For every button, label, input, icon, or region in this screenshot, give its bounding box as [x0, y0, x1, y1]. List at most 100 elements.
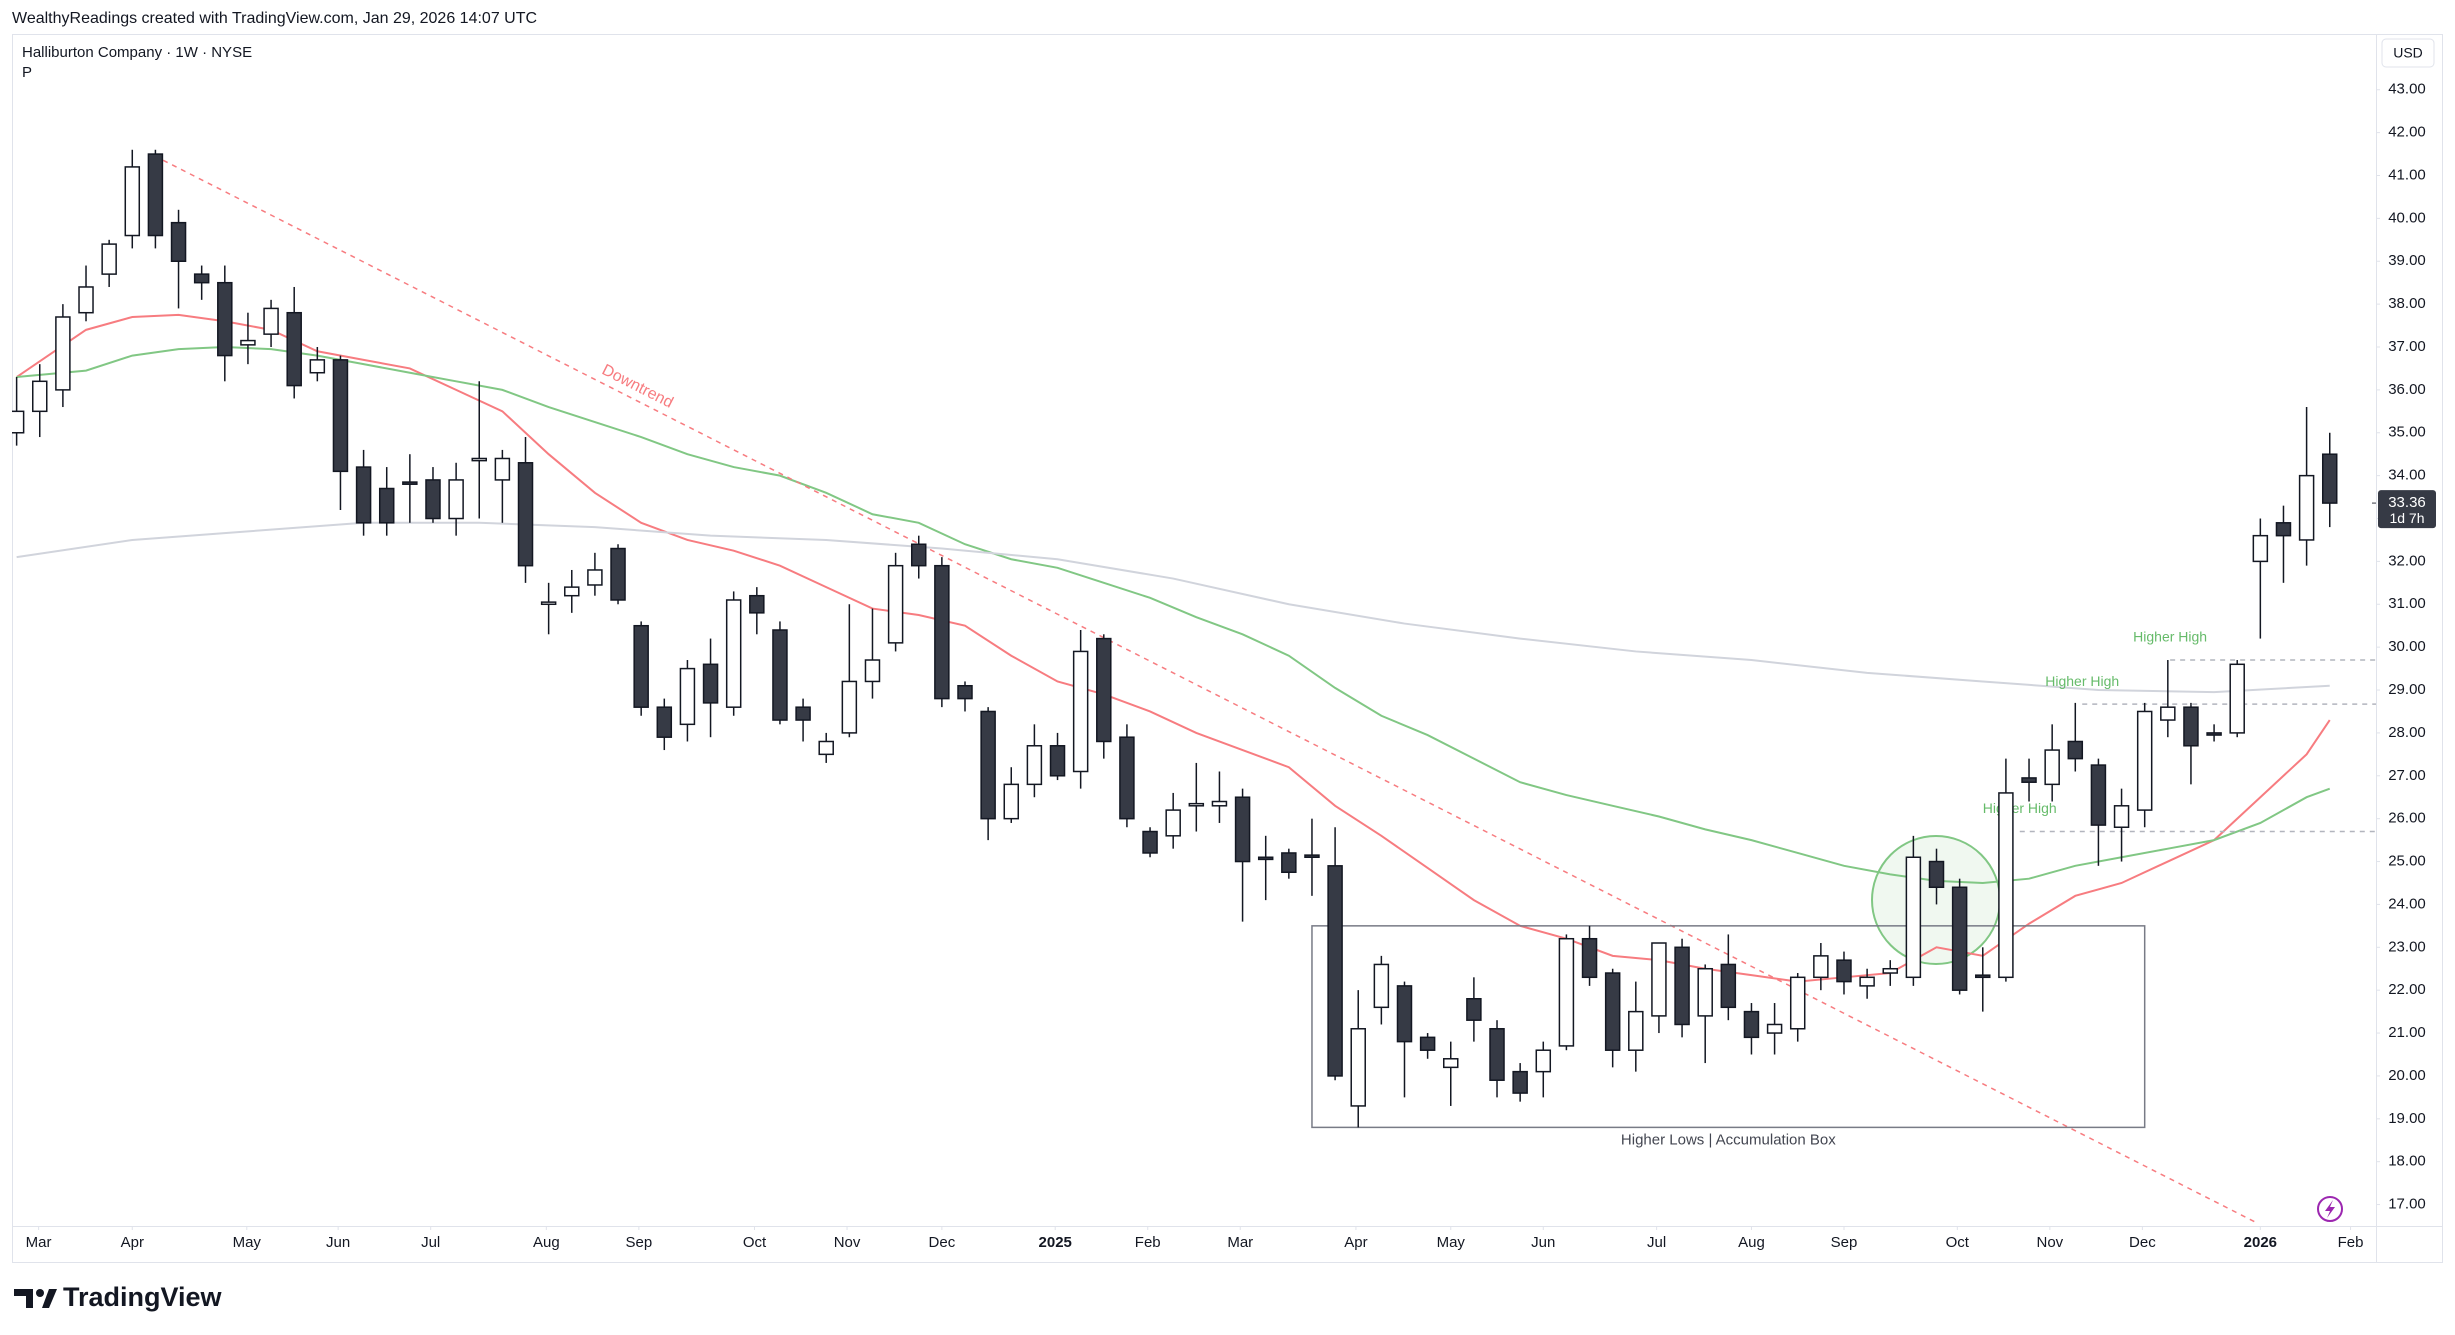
candle-body: [2206, 732, 2222, 736]
brand-name: TradingView: [63, 1282, 223, 1312]
candle-body: [471, 457, 487, 462]
candle-body: [2275, 522, 2292, 537]
candle-body: [1350, 1028, 1366, 1107]
candle-body: [1443, 1058, 1459, 1069]
x-tick-label: Jun: [1531, 1234, 1555, 1251]
y-tick-label: 43.00: [2388, 81, 2426, 98]
candle-body: [772, 629, 788, 721]
candle-body: [1327, 865, 1343, 1077]
currency-button[interactable]: [2381, 38, 2435, 68]
candle-body: [2113, 805, 2130, 828]
candle-body: [587, 569, 603, 586]
y-tick-label: 20.00: [2388, 1067, 2426, 1084]
x-tick-label: Sep: [1831, 1234, 1858, 1251]
candle-body: [2136, 710, 2153, 811]
trendline: [153, 155, 2255, 1223]
candle-body: [1720, 963, 1737, 1009]
candle-body: [818, 740, 834, 756]
x-tick-label: Oct: [1946, 1234, 1970, 1251]
candle-body: [887, 564, 904, 644]
level-label: Higher High: [2133, 629, 2207, 645]
x-tick-label: Oct: [743, 1234, 767, 1251]
candle-body: [517, 462, 534, 567]
x-tick-label: Dec: [2129, 1234, 2156, 1251]
chart-title: Halliburton Company · 1W · NYSE: [22, 44, 252, 61]
accumulation-box: [1311, 925, 2146, 1129]
last-price-label: 33.36: [2388, 494, 2426, 511]
candle-body: [1419, 1036, 1436, 1051]
y-tick-label: 40.00: [2388, 209, 2426, 226]
last-price-tag: [2378, 490, 2436, 529]
y-tick-label: 37.00: [2388, 338, 2426, 355]
candle-body: [980, 710, 996, 820]
candle-body: [2090, 764, 2107, 826]
candle-body: [1119, 736, 1135, 820]
candle-body: [217, 281, 233, 357]
y-tick-label: 41.00: [2388, 166, 2426, 183]
candle-body: [2044, 749, 2060, 786]
y-tick-label: 25.00: [2388, 853, 2426, 870]
candle-body: [1697, 967, 1713, 1017]
candle-body: [1604, 972, 1621, 1051]
candle-body: [1928, 860, 1945, 889]
y-tick-label: 42.00: [2388, 124, 2426, 141]
candle-body: [1142, 830, 1158, 854]
x-tick-label: Feb: [1135, 1234, 1161, 1251]
candle-body: [2067, 740, 2084, 760]
candle-body: [679, 667, 696, 726]
logo-dot: [36, 1289, 44, 1297]
candle-body: [193, 273, 210, 284]
y-tick-label: 30.00: [2388, 638, 2426, 655]
candle-body: [402, 481, 418, 485]
candle-body: [564, 586, 580, 597]
y-tick-label: 32.00: [2388, 552, 2426, 569]
candle-body: [55, 316, 71, 391]
currency-label[interactable]: USD: [2393, 45, 2423, 61]
candle-body: [1743, 1010, 1760, 1039]
candle-body: [1396, 985, 1413, 1043]
x-tick-label: Nov: [834, 1234, 861, 1251]
candle-body: [240, 339, 256, 346]
candle-body: [286, 311, 302, 387]
chart-frame: [12, 34, 2443, 1263]
candle-body: [610, 547, 626, 601]
candle-body: [1466, 997, 1482, 1021]
alert-bolt[interactable]: [2325, 1200, 2335, 1218]
logo-mark: [42, 1289, 57, 1308]
candle-body: [1558, 937, 1575, 1047]
x-tick-label: Jul: [421, 1234, 440, 1251]
x-tick-label: Aug: [1738, 1234, 1765, 1251]
candle-body: [170, 221, 187, 263]
candle-body: [1304, 854, 1320, 859]
logo-mark: [14, 1289, 33, 1308]
candle-body: [540, 601, 557, 606]
candle-body: [147, 153, 164, 237]
x-tick-label: Mar: [26, 1234, 52, 1251]
alert-ring[interactable]: [2317, 1196, 2343, 1222]
x-tick-label: Sep: [626, 1234, 653, 1251]
candle-body: [1859, 976, 1875, 987]
candle-body: [1535, 1049, 1552, 1073]
x-tick-label: Feb: [2338, 1234, 2364, 1251]
candle-body: [1951, 886, 1968, 991]
candle-body: [332, 359, 349, 473]
y-tick-label: 35.00: [2388, 424, 2426, 441]
candle-body: [2252, 534, 2269, 563]
candle-body: [1257, 856, 1274, 861]
brand-logo: TradingView: [14, 1282, 223, 1312]
candle-body: [2183, 706, 2199, 747]
candle-body: [448, 479, 464, 520]
x-tick-label: Aug: [533, 1234, 560, 1251]
candle-body: [841, 680, 858, 734]
candle-body: [633, 624, 649, 708]
candle-body: [1998, 792, 2014, 979]
x-tick-label: Mar: [1227, 1234, 1253, 1251]
x-tick-label: 2025: [1039, 1234, 1072, 1251]
candle-body: [725, 599, 742, 708]
candle-body: [1096, 637, 1112, 743]
y-tick-label: 21.00: [2388, 1024, 2426, 1041]
candle-body: [1188, 802, 1205, 807]
alert-icon[interactable]: [2317, 1196, 2343, 1222]
candle-body: [1674, 946, 1690, 1026]
